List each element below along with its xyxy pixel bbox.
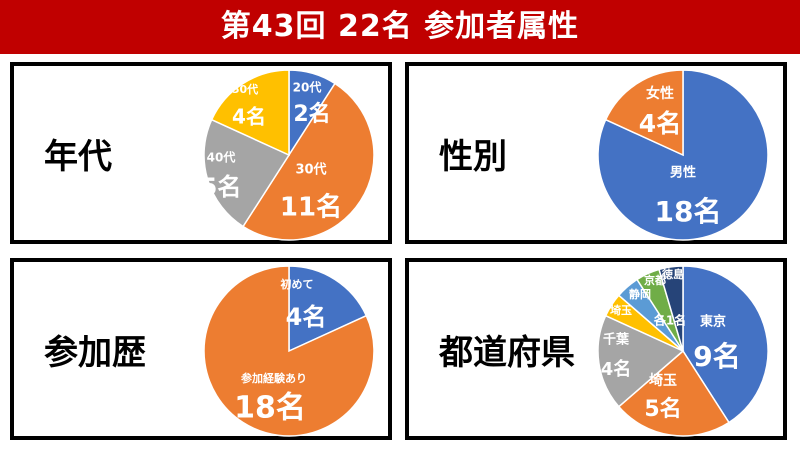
pie-slice — [203, 118, 291, 228]
slice-value-label: 11名 — [280, 192, 342, 223]
slice-category-label: 男性 — [670, 165, 696, 181]
page-title: 第43回 22名 参加者属性 — [0, 0, 800, 54]
slice-value-label: 4名 — [286, 303, 327, 331]
slice-category-label: 50代 — [232, 82, 258, 96]
pie-slice — [210, 69, 290, 157]
pie-slice — [288, 265, 368, 353]
pie-slice — [617, 349, 730, 437]
slice-category-label: 20代 — [293, 80, 322, 95]
slice-category-label: 徳島 — [661, 267, 684, 281]
slice-value-label: 4名 — [639, 109, 681, 138]
slice-category-label: 東京 — [700, 314, 726, 330]
slice-category-label: 千葉 — [603, 332, 630, 348]
slice-value-label: 5名 — [644, 396, 681, 422]
pie-slice — [242, 82, 375, 241]
pie-slice — [658, 265, 684, 352]
slice-value-label: 4名 — [601, 358, 632, 380]
pie-slice — [597, 314, 685, 408]
gender-pie-chart: 男性 18名 女性 4名 — [597, 69, 769, 241]
slice-category-label: 埼玉 — [649, 372, 677, 389]
slice-category-label: 女性 — [646, 85, 674, 102]
age-pie-chart: 20代 2名 30代 11名 40代 5名 50代 4名 — [201, 69, 375, 241]
slice-annotation-label: 各1名 — [653, 313, 686, 328]
pie-slice — [203, 265, 375, 437]
slice-category-label: 京都 — [644, 273, 666, 287]
slice-value-label: 4名 — [232, 105, 266, 129]
prefecture-panel-title: 都道府県 — [439, 332, 575, 373]
slice-category-label: 埼玉 — [610, 303, 632, 317]
slice-value-label: 2名 — [293, 101, 330, 127]
slice-category-label: 静岡 — [629, 287, 651, 301]
slice-category-label: 初めて — [281, 277, 314, 291]
slice-value-label: 5名 — [201, 173, 242, 201]
age-panel-title: 年代 — [44, 136, 112, 177]
slice-category-label: 参加経験あり — [241, 371, 307, 385]
slice-category-label: 30代 — [295, 162, 326, 178]
slice-category-label: 40代 — [207, 150, 236, 165]
pie-slice — [604, 69, 684, 157]
slice-value-label: 9名 — [693, 340, 740, 373]
gender-panel-title: 性別 — [439, 136, 507, 177]
slice-value-label: 18名 — [234, 391, 306, 426]
participation-panel-title: 参加歴 — [44, 332, 146, 373]
slice-value-label: 18名 — [655, 195, 722, 228]
